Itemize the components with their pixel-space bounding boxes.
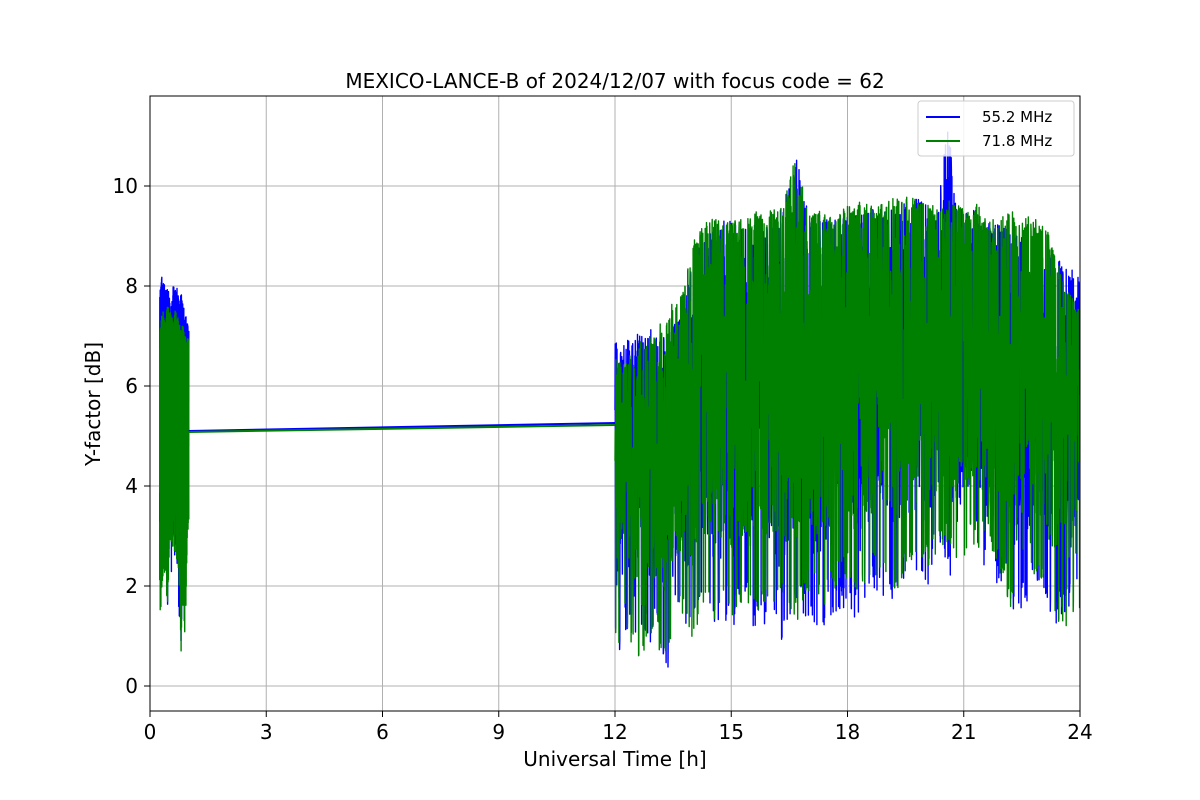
y-tick-label: 8 <box>125 274 138 298</box>
chart-title: MEXICO-LANCE-B of 2024/12/07 with focus … <box>345 69 884 93</box>
y-tick-label: 2 <box>125 574 138 598</box>
x-tick-label: 0 <box>144 720 157 744</box>
legend: 55.2 MHz 71.8 MHz <box>917 100 1075 157</box>
series-line-segment <box>159 306 190 652</box>
x-axis-label: Universal Time [h] <box>523 747 706 771</box>
y-tick-label: 0 <box>125 674 138 698</box>
gap-line-71-8-mhz <box>188 424 616 433</box>
plot-layer <box>159 131 1080 668</box>
x-tick-label: 24 <box>1067 720 1092 744</box>
x-tick-label: 15 <box>719 720 744 744</box>
y-tick-label: 6 <box>125 374 138 398</box>
gap-line-55-2-mhz <box>188 422 616 432</box>
x-tick-label: 9 <box>492 720 505 744</box>
y-tick-label: 4 <box>125 474 138 498</box>
series-line-segment <box>614 163 1080 657</box>
legend-label-55-2-mhz: 55.2 MHz <box>982 108 1052 126</box>
y-tick-label: 10 <box>113 174 138 198</box>
legend-box <box>917 100 1075 157</box>
x-tick-label: 21 <box>951 720 976 744</box>
x-tick-label: 18 <box>835 720 860 744</box>
x-tick-label: 6 <box>376 720 389 744</box>
y-axis-label: Y-factor [dB] <box>81 342 105 467</box>
legend-label-71-8-mhz: 71.8 MHz <box>982 132 1052 150</box>
series-71-8-mhz <box>159 163 1080 657</box>
x-tick-label: 12 <box>602 720 627 744</box>
x-tick-label: 3 <box>260 720 273 744</box>
